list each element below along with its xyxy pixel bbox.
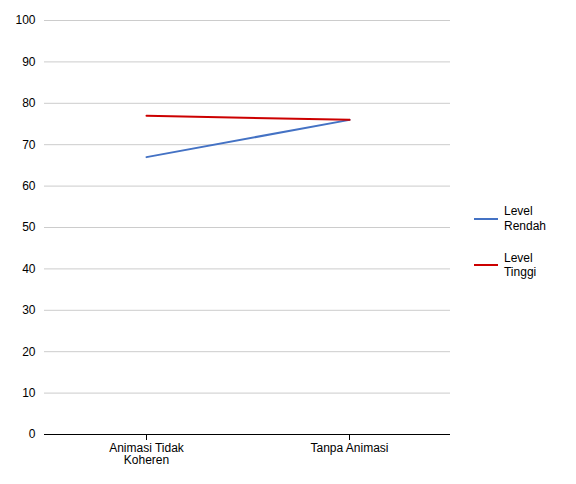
svg-text:0: 0 [29, 427, 36, 441]
svg-text:70: 70 [22, 138, 36, 152]
svg-text:Animasi TidakKoheren: Animasi TidakKoheren [109, 441, 185, 467]
svg-text:10: 10 [22, 386, 36, 400]
svg-text:50: 50 [22, 220, 36, 234]
svg-text:90: 90 [22, 55, 36, 69]
html-text:Level Rendah: Level Rendah [504, 204, 546, 233]
svg-text:80: 80 [22, 96, 36, 110]
svg-text:Tanpa Animasi: Tanpa Animasi [310, 441, 388, 455]
svg-text:30: 30 [22, 303, 36, 317]
svg-text:60: 60 [22, 179, 36, 193]
html-text:Level Tinggi: Level Tinggi [504, 251, 537, 280]
svg-text:20: 20 [22, 345, 36, 359]
svg-text:40: 40 [22, 262, 36, 276]
svg-text:100: 100 [15, 13, 35, 27]
